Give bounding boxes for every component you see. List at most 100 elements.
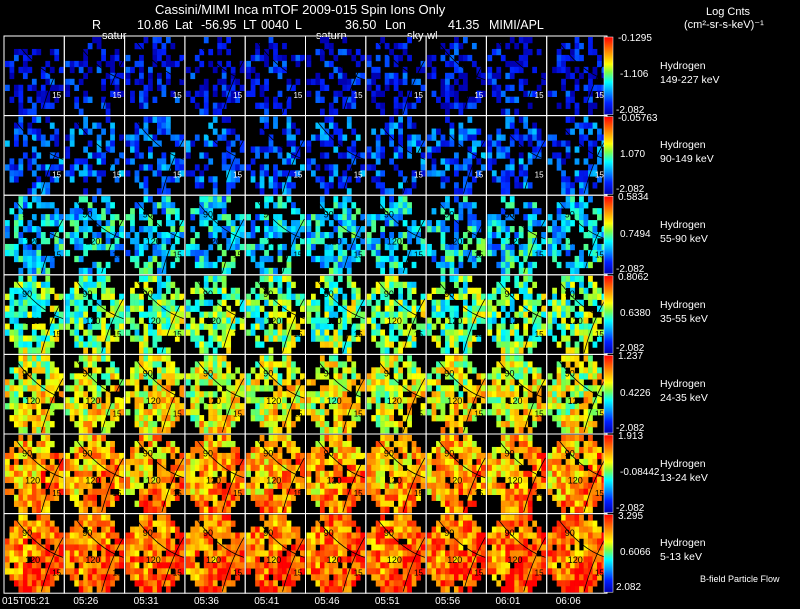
heatmap-cell [588,152,593,159]
heatmap-cell [246,293,251,300]
heatmap-cell [505,108,511,115]
contour-label: 15 [293,409,302,418]
heatmap-cell [527,214,533,221]
heatmap-cell [92,361,97,368]
heatmap-cell [384,421,390,428]
heatmap-cell [96,403,102,410]
heatmap-cell [152,435,158,442]
heatmap-cell [458,415,464,422]
heatmap-cell [87,488,93,495]
heatmap-cell [92,446,97,454]
heatmap-cell [18,367,24,374]
heatmap-cell [514,275,520,283]
heatmap-cell [366,379,372,386]
contour-label: 15 [233,91,242,100]
heatmap-cell [518,267,524,275]
heatmap-cell [351,299,357,306]
heatmap-cell [152,96,158,103]
heatmap-cell [398,122,403,129]
heatmap-cell [509,116,515,123]
heatmap-cell [440,415,446,422]
heatmap-cell [250,226,256,233]
heatmap-cell [467,182,473,189]
heatmap-cell [588,96,593,103]
heatmap-cell [87,281,93,289]
heatmap-cell [420,84,426,92]
heatmap-cell [179,317,185,324]
heatmap-cell [87,226,93,233]
heatmap-cell [65,311,71,318]
heatmap-cell [221,202,227,209]
heatmap-cell [221,232,227,239]
heatmap-cell [496,421,502,428]
heatmap-cell [9,470,15,478]
heatmap-cell [217,415,223,422]
heatmap-cell [49,440,55,448]
heatmap-cell [487,373,493,380]
heatmap-cell [440,237,446,245]
heatmap-cell [273,305,278,312]
contour-line [193,37,245,81]
heatmap-cell [54,128,60,135]
heatmap-cell [221,293,227,300]
heatmap-cell [130,96,135,103]
heatmap-cell [536,146,542,153]
heatmap-cell [96,214,102,221]
heatmap-cell [536,373,542,380]
contour-line [221,218,245,274]
heatmap-cell [458,84,464,92]
heatmap-cell [226,226,232,233]
heatmap-cell [402,267,408,275]
heatmap-cell [49,367,55,374]
heatmap-cell [156,305,162,312]
heatmap-cell [416,379,421,386]
heatmap-cell [65,470,71,478]
heatmap-cell [22,446,28,454]
heatmap-cell [597,317,602,324]
heatmap-cell [402,220,408,227]
heatmap-cell [282,128,287,135]
heatmap-cell [496,341,502,348]
heatmap-cell [96,275,102,283]
heatmap-cell [416,146,421,153]
heatmap-cell [375,421,381,428]
heatmap-cell [420,403,426,410]
heatmap-cell [174,317,180,324]
heatmap-cell [556,152,562,159]
heatmap-cell [523,116,529,123]
heatmap-cell [393,261,399,269]
heatmap-cell [384,305,390,312]
heatmap-cell [119,232,124,239]
heatmap-cell [360,409,366,416]
heatmap-cell [574,208,580,215]
heatmap-cell [27,385,33,392]
heatmap-cell [36,391,42,398]
heatmap-cell [217,367,223,374]
heatmap-cell [351,293,357,300]
heatmap-cell [199,196,205,203]
heatmap-cell [496,90,502,97]
heatmap-cell [411,134,417,141]
heatmap-cell [282,409,287,416]
heatmap-cell [273,397,278,404]
heatmap-cell [22,427,28,434]
heatmap-cell [9,464,15,472]
heatmap-cell [467,116,473,123]
heatmap-cell [291,152,296,159]
heatmap-cell [561,66,566,74]
heatmap-cell [445,164,450,171]
heatmap-cell [565,397,571,404]
heatmap-cell [239,84,245,92]
contour-label: 15 [535,409,544,418]
heatmap-cell [174,293,180,300]
heatmap-cell [389,196,394,203]
heatmap-cell [315,214,321,221]
heatmap-cell [565,140,571,147]
heatmap-cell [291,385,296,392]
heatmap-cell [592,102,598,109]
heatmap-cell [148,287,153,295]
heatmap-cell [58,84,64,92]
